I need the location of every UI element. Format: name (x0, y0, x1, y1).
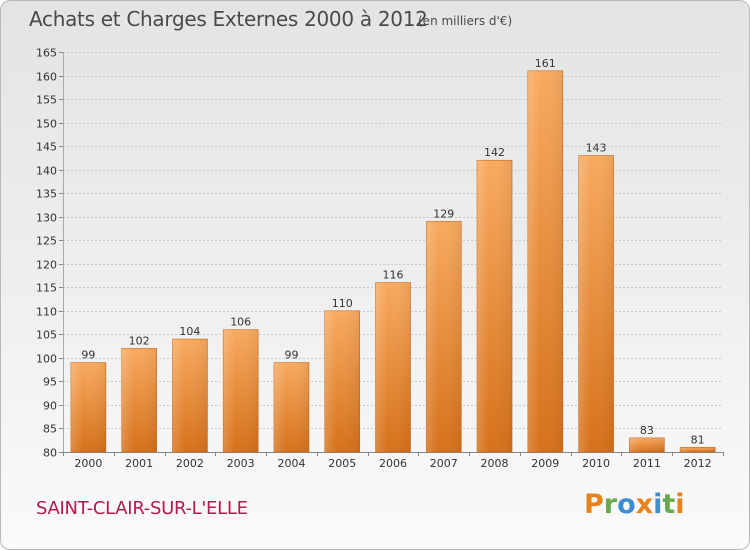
bar-shade-2009 (527, 70, 563, 452)
bar-shade-2003 (223, 329, 259, 452)
x-tick-label: 2004 (277, 457, 305, 470)
logo-letter: r (603, 489, 618, 520)
city-name: SAINT-CLAIR-SUR-L'ELLE (36, 498, 248, 519)
y-tick-label: 140 (36, 165, 57, 178)
data-label: 102 (129, 334, 150, 347)
data-label: 143 (586, 142, 607, 155)
data-label: 104 (179, 325, 200, 338)
logo-letter: x (635, 489, 654, 520)
axis-layer: 80 85 90 95 100 105 110 115 120 125 130 135 140 145 15… (36, 47, 724, 460)
x-tick-label: 2001 (125, 457, 153, 470)
y-tick-label: 135 (36, 188, 57, 201)
x-tick-label: 2011 (633, 457, 661, 470)
y-tick-label: 125 (36, 235, 57, 248)
label-layer: 99 2000 102 2001 104 2002 106 2003 99 2004 110 2005… (74, 57, 711, 470)
bar-shade-2011 (629, 437, 665, 452)
x-tick-label: 2007 (430, 457, 458, 470)
bar-shade-2012 (680, 447, 716, 452)
y-tick-label: 155 (36, 94, 57, 107)
x-tick-label: 2005 (328, 457, 356, 470)
logo-letter: i (675, 489, 685, 520)
x-tick-label: 2008 (481, 457, 509, 470)
y-tick-label: 100 (36, 353, 57, 366)
x-tick-label: 2010 (582, 457, 610, 470)
data-label: 161 (535, 57, 556, 70)
logo-letter: P (584, 489, 604, 520)
bar-shade-2001 (121, 348, 157, 452)
data-label: 106 (230, 316, 251, 329)
y-tick-label: 80 (43, 447, 57, 460)
data-label: 129 (433, 207, 454, 220)
y-tick-label: 130 (36, 212, 57, 225)
bar-shade-2000 (70, 362, 106, 452)
bar-shade-2010 (578, 155, 614, 452)
data-label: 99 (284, 349, 298, 362)
x-tick-label: 2002 (176, 457, 204, 470)
proxiti-logo[interactable]: Proxiti (584, 489, 685, 520)
x-tick-label: 2003 (227, 457, 255, 470)
logo-letter: t (662, 489, 676, 520)
bar-shade-2007 (426, 221, 462, 452)
x-tick-label: 2000 (74, 457, 102, 470)
x-tick-label: 2009 (531, 457, 559, 470)
y-tick-label: 90 (43, 400, 57, 413)
bar-shade-2008 (477, 160, 513, 452)
bar-shade-2004 (273, 362, 309, 452)
y-tick-label: 150 (36, 118, 57, 131)
data-label: 116 (383, 269, 404, 282)
bar-shade-2005 (324, 310, 360, 452)
y-tick-label: 165 (36, 47, 57, 60)
y-tick-label: 160 (36, 71, 57, 84)
logo-letter: o (617, 489, 636, 520)
y-tick-label: 115 (36, 282, 57, 295)
y-tick-label: 120 (36, 259, 57, 272)
x-tick-label: 2006 (379, 457, 407, 470)
data-label: 142 (484, 146, 505, 159)
logo-letter: i (653, 489, 663, 520)
data-label: 81 (691, 433, 705, 446)
x-tick-label: 2012 (684, 457, 712, 470)
bar-shade-2006 (375, 282, 411, 452)
y-tick-label: 95 (43, 376, 57, 389)
y-tick-label: 105 (36, 329, 57, 342)
y-tick-label: 110 (36, 306, 57, 319)
chart-title: Achats et Charges Externes 2000 à 2012 (29, 7, 428, 31)
bar-layer (70, 70, 716, 453)
chart-subtitle: (en milliers d'€) (418, 14, 513, 28)
data-label: 83 (640, 424, 654, 437)
y-tick-label: 85 (43, 423, 57, 436)
y-tick-label: 145 (36, 141, 57, 154)
bar-shade-2002 (172, 339, 208, 452)
data-label: 99 (81, 349, 95, 362)
data-label: 110 (332, 297, 353, 310)
